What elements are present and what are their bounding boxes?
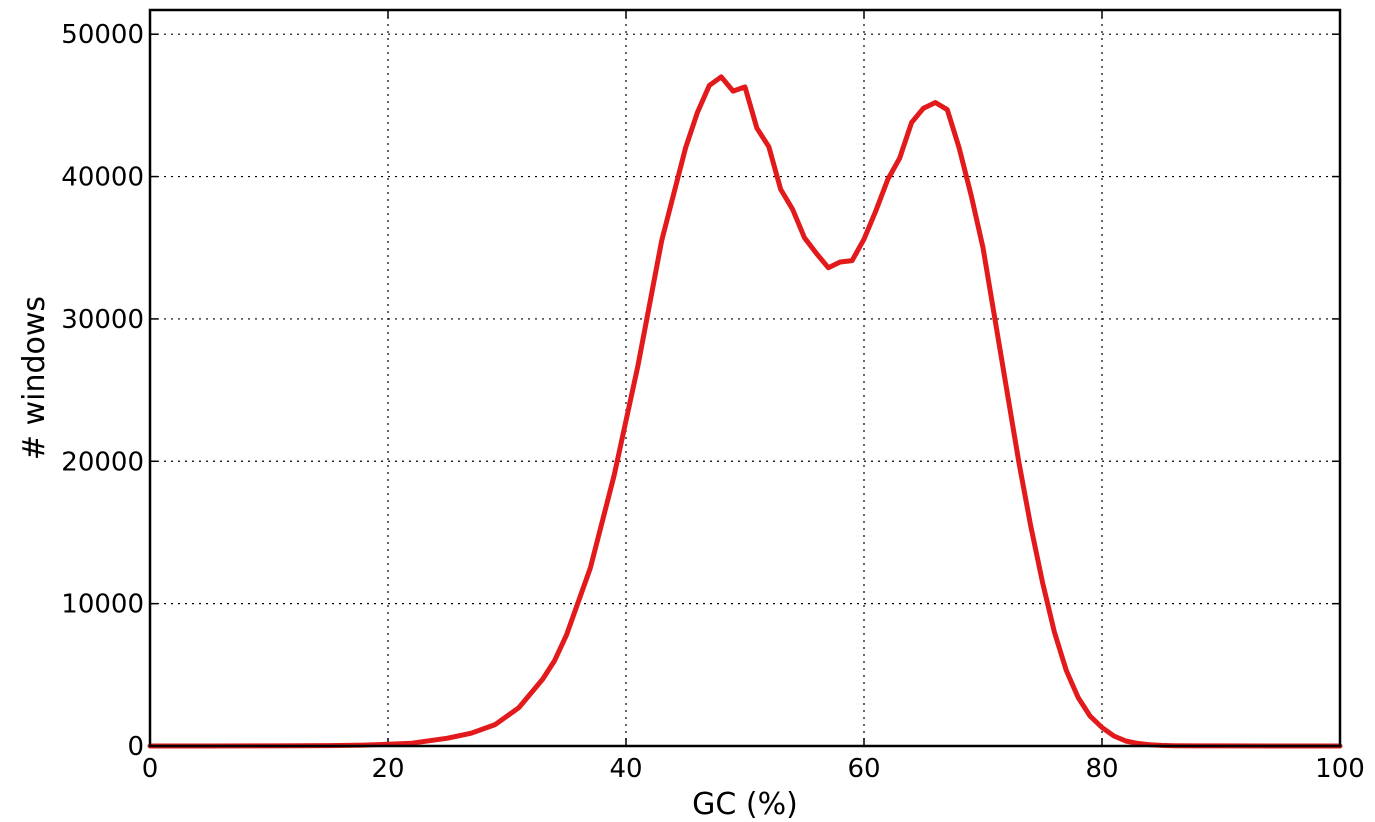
axis-ticks [149, 10, 1341, 747]
y-tick-label: 10000 [61, 590, 144, 620]
x-tick-label: 80 [1085, 754, 1118, 784]
y-tick-label: 30000 [61, 305, 144, 335]
x-tick-label: 60 [847, 754, 880, 784]
x-tick-label: 40 [609, 754, 642, 784]
y-axis-label: # windows [17, 296, 52, 460]
series-lines [147, 74, 1343, 749]
x-tick-labels: 0 20 40 60 80 100 [142, 754, 1365, 784]
x-axis-label: GC (%) [692, 787, 798, 822]
y-tick-label: 40000 [61, 163, 144, 193]
y-tick-label: 50000 [61, 20, 144, 50]
y-tick-label: 0 [127, 732, 144, 762]
x-tick-label: 100 [1315, 754, 1365, 784]
grid-lines [150, 10, 1340, 746]
plot-frame [148, 8, 1342, 748]
x-tick-label: 0 [142, 754, 159, 784]
x-tick-label: 20 [371, 754, 404, 784]
y-tick-labels: 0 10000 20000 30000 40000 50000 [61, 20, 144, 762]
series-line [147, 74, 1343, 749]
y-tick-label: 20000 [61, 447, 144, 477]
